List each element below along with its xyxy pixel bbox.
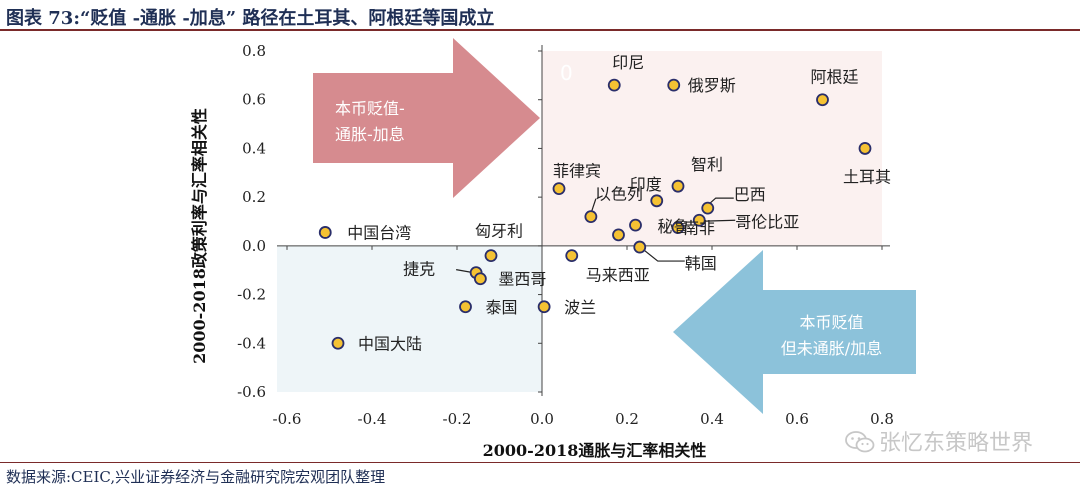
- point-label: 土耳其: [843, 167, 891, 186]
- point-label: 印尼: [612, 53, 644, 72]
- source-note: 数据来源:CEIC,兴业证券经济与金融研究院宏观团队整理: [6, 468, 386, 486]
- x-tick-label: 0.6: [785, 410, 809, 428]
- point-label: 哥伦比亚: [735, 212, 799, 231]
- point-label: 南非: [683, 219, 715, 238]
- data-point-10: [629, 218, 642, 232]
- y-tick-label: 0.0: [242, 237, 266, 255]
- quadrant-backgrounds: 0: [277, 51, 882, 392]
- chart-axes: 0.8 0.6 0.4 0.2 0.0 -0.2 -0.4 -0.6 -0.6 -0.4 -0.2 0…: [190, 42, 894, 460]
- point-label: 韩国: [685, 254, 717, 273]
- data-point-21: [537, 300, 551, 314]
- point-label: 中国台湾: [347, 223, 411, 242]
- x-axis-title: 2000-2018通胀与汇率相关性: [483, 441, 707, 460]
- data-point-2: [667, 78, 681, 92]
- y-axis-title: 2000-2018政策利率与汇率相关性: [190, 108, 209, 364]
- watermark: 张忆东策略世界: [845, 425, 1033, 457]
- data-point-9: [584, 210, 598, 224]
- figure-title: 图表 73:“贬值 -通胀 -加息” 路径在土耳其、阿根廷等国成立: [6, 8, 495, 29]
- point-label: 阿根廷: [811, 68, 859, 87]
- data-point-20: [459, 300, 472, 314]
- data-point-14: [633, 240, 647, 254]
- data-point-6: [650, 194, 664, 208]
- x-tick-label: -0.2: [443, 410, 472, 428]
- x-tick-label: 0.8: [870, 410, 894, 428]
- annotation-text: 但未通胀/加息: [781, 339, 882, 358]
- point-label: 波兰: [564, 298, 596, 317]
- data-point-5: [552, 182, 566, 196]
- data-point-17: [484, 249, 498, 263]
- point-label: 捷克: [403, 260, 435, 279]
- header-divider: [0, 29, 1080, 31]
- point-label: 中国大陆: [358, 334, 422, 353]
- data-point-1: [607, 78, 621, 92]
- y-tick-label: -0.2: [237, 286, 266, 304]
- y-tick-label: 0.2: [242, 188, 266, 206]
- x-tick-label: 0.4: [700, 410, 724, 428]
- data-point-11: [671, 221, 685, 234]
- x-tick-label: -0.4: [358, 410, 387, 428]
- data-point-13: [612, 228, 625, 242]
- lower-left-quadrant: [277, 245, 542, 392]
- point-label: 秘鲁: [658, 217, 690, 236]
- annotation-arrow-2: [673, 250, 916, 414]
- data-point-3: [816, 93, 829, 107]
- data-point-19: [473, 272, 487, 286]
- annotation-text: 本币贬值: [799, 313, 863, 332]
- x-tick-label: 0.2: [615, 410, 639, 428]
- point-label: 以色列: [595, 185, 643, 204]
- data-point-15: [565, 249, 579, 263]
- x-tick-label: -0.6: [273, 410, 302, 428]
- data-point-4: [858, 142, 872, 155]
- point-label: 泰国: [486, 298, 518, 317]
- leader-line: [701, 219, 736, 222]
- point-label: 墨西哥: [498, 270, 546, 289]
- annotation-text: 本币贬值-: [335, 99, 405, 118]
- figure-header: 图表 73:“贬值 -通胀 -加息” 路径在土耳其、阿根廷等国成立: [0, 0, 1080, 31]
- point-label: 巴西: [734, 185, 766, 204]
- point-label: 智利: [691, 155, 723, 174]
- upper-right-quadrant: [542, 51, 882, 246]
- y-tick-label: -0.6: [237, 383, 266, 401]
- wechat-icon: [845, 431, 875, 453]
- data-point-22: [331, 336, 345, 350]
- data-point-16: [318, 226, 332, 239]
- y-tick-label: 0.4: [242, 139, 266, 157]
- leader-line: [642, 248, 685, 262]
- point-label: 俄罗斯: [688, 76, 736, 95]
- x-tick-label: 0.0: [530, 410, 554, 428]
- point-label: 菲律宾: [553, 162, 601, 181]
- y-tick-label: 0.8: [242, 42, 266, 60]
- point-label: 马来西亚: [586, 266, 650, 285]
- annotation-text: 通胀-加息: [335, 125, 405, 144]
- data-point-12: [692, 213, 706, 227]
- y-tick-label: 0.6: [242, 91, 266, 109]
- data-points: [318, 78, 872, 350]
- watermark-text: 张忆东策略世界: [879, 431, 1034, 456]
- annotation-arrow-1: [313, 38, 540, 198]
- footer-divider: [0, 462, 1080, 463]
- point-label: 印度: [630, 175, 662, 194]
- point-label: 匈牙利: [475, 222, 523, 241]
- y-tick-label: -0.4: [237, 334, 266, 352]
- data-point-7: [671, 179, 685, 193]
- data-point-8: [701, 201, 715, 215]
- quadrant-label: 0: [560, 61, 573, 85]
